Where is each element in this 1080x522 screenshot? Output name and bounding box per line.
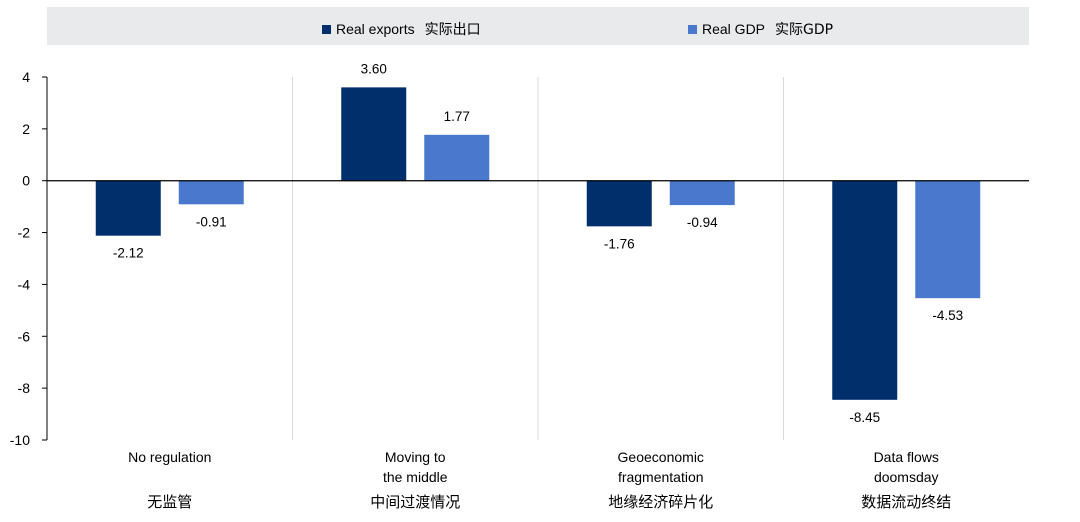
legend-item-real-exports: Real exports 实际出口 <box>322 19 481 39</box>
y-tick-label: -8 <box>18 380 31 396</box>
legend-label-real-gdp-zh: 实际GDP <box>775 22 834 38</box>
legend-label-real-exports-zh: 实际出口 <box>424 22 481 38</box>
data-label: -2.12 <box>113 246 144 261</box>
y-tick-label: -2 <box>18 225 31 241</box>
legend-label-real-exports: Real exports <box>336 21 415 37</box>
bar-real-gdp <box>178 180 244 205</box>
x-tick-label: doomsday <box>874 469 939 485</box>
x-tick-label: Moving to <box>385 449 446 465</box>
bar-real-gdp <box>669 180 735 206</box>
legend <box>47 7 1029 45</box>
x-tick-label-zh: 地缘经济碎片化 <box>608 493 713 511</box>
data-label: -1.76 <box>604 236 635 251</box>
y-tick-label: -4 <box>18 276 31 292</box>
x-tick-label: Data flows <box>874 449 939 465</box>
bar-real-gdp <box>915 180 981 299</box>
data-label: 3.60 <box>361 61 387 76</box>
data-label: 1.77 <box>444 109 470 124</box>
x-tick-label: Geoeconomic <box>618 449 704 465</box>
y-tick-label: 2 <box>22 121 30 137</box>
data-label: -0.91 <box>196 214 227 229</box>
legend-item-real-gdp: Real GDP 实际GDP <box>688 19 833 39</box>
y-tick-label: -6 <box>18 328 31 344</box>
y-tick-label: -10 <box>10 432 30 448</box>
x-tick-label: the middle <box>383 469 448 485</box>
bar-real-exports <box>586 180 652 227</box>
y-tick-label: 4 <box>22 69 30 85</box>
legend-swatch-real-gdp <box>688 24 697 34</box>
data-label: -8.45 <box>849 410 880 425</box>
data-label: -0.94 <box>687 215 718 230</box>
x-tick-label: No regulation <box>128 449 211 465</box>
legend-label-real-gdp: Real GDP <box>702 21 766 37</box>
y-tick-label: 0 <box>22 173 30 189</box>
bar-real-exports <box>95 180 161 236</box>
bar-real-gdp <box>424 134 490 181</box>
bar-real-exports <box>341 87 407 181</box>
bar-real-exports <box>832 180 898 400</box>
x-tick-label-zh: 数据流动终结 <box>861 493 951 511</box>
x-tick-label: fragmentation <box>618 469 704 485</box>
data-label: -4.53 <box>932 308 963 323</box>
x-tick-label-zh: 无监管 <box>147 493 192 511</box>
legend-swatch-real-exports <box>322 24 331 34</box>
x-tick-label-zh: 中间过渡情况 <box>370 493 460 511</box>
